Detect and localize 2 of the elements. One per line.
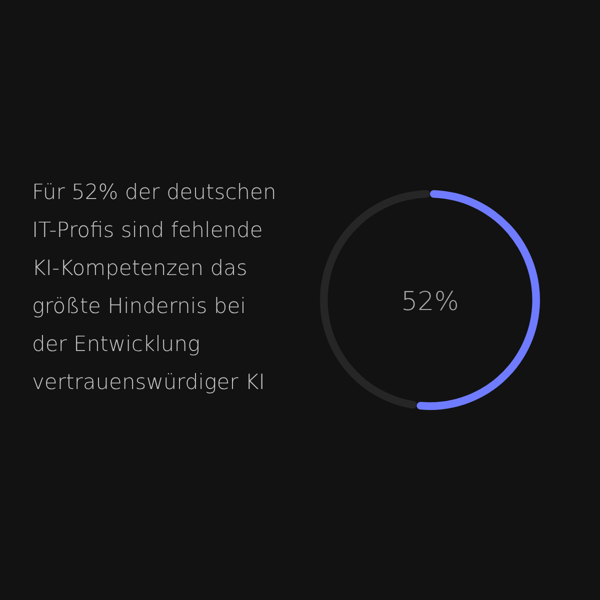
text: 52% — [401, 287, 459, 317]
text: Für 52% der deutschen IT-Profis sind fehlende KI-Kompetenzen das größte Hindernis bei der Entwicklung vertrauenswürdiger KI — [32, 180, 276, 394]
